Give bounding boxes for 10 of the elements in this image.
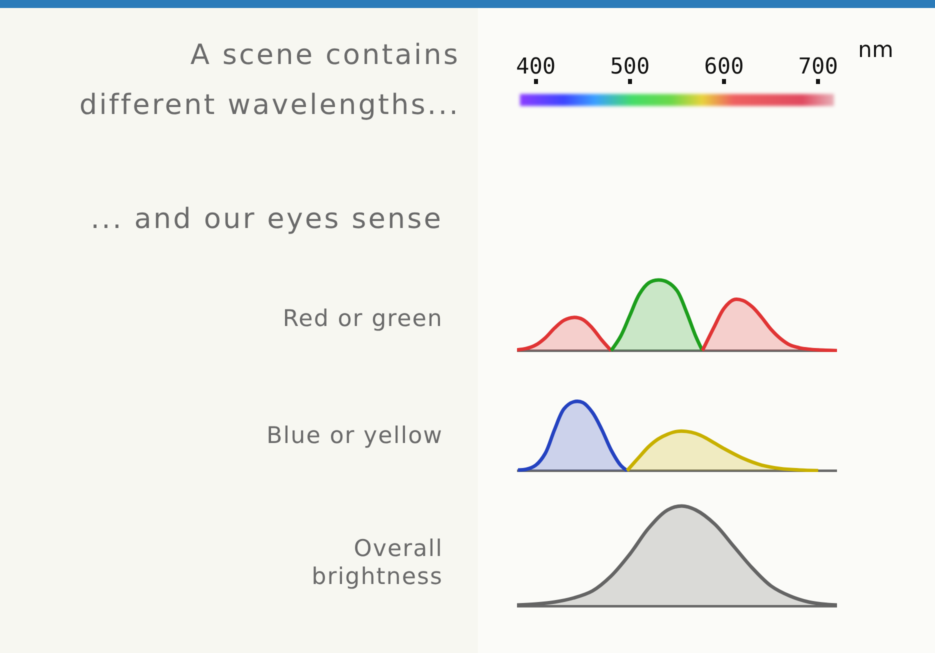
text: A scene contains different wavelengths... (79, 37, 460, 123)
x-tick-label: 500 (610, 54, 650, 80)
y-axis-title: Red or green (282, 305, 443, 333)
y-axis-title: Blue or yellow (266, 422, 443, 450)
text: ... and our eyes sense (90, 202, 443, 235)
y-axis-title: Overall brightness (312, 535, 443, 591)
x-tick-label: 600 (704, 54, 744, 80)
x-tick-label: 400 (516, 54, 556, 80)
x-tick-label: 700 (798, 54, 838, 80)
x-axis-title: nm (858, 38, 894, 63)
